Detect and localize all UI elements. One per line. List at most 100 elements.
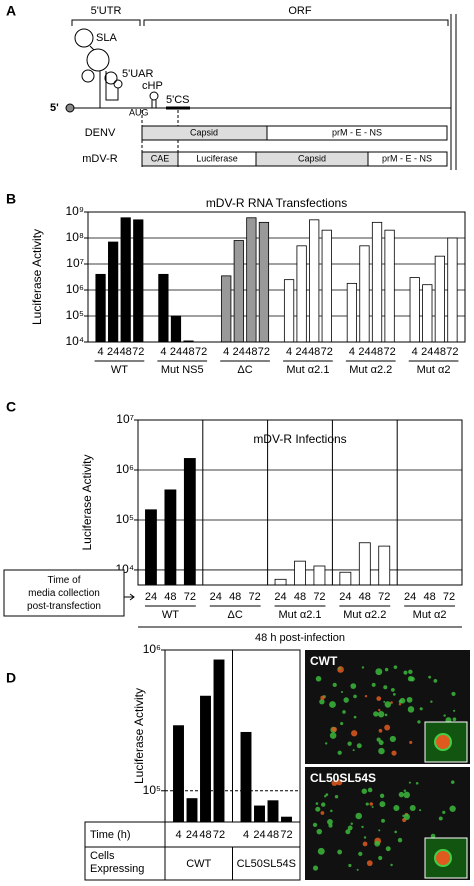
cell-signal [369, 802, 374, 806]
group-label: Mut α2.2 [343, 609, 386, 621]
cell-signal [430, 833, 436, 839]
bar [359, 245, 370, 343]
cell-signal [353, 715, 357, 719]
cell-signal [347, 825, 353, 831]
y-tick-label: 10⁵ [116, 512, 134, 526]
cell-signal [389, 735, 396, 743]
cell-signal [315, 806, 321, 812]
x-tick-label: 24 [358, 346, 370, 358]
x-tick-label: 48 [245, 346, 257, 358]
cell-signal [393, 804, 400, 812]
cell-signal [406, 696, 413, 703]
bar [183, 458, 196, 586]
cell-signal [323, 794, 327, 798]
cell-signal [320, 695, 325, 701]
group-label: ΔC [228, 609, 243, 621]
bar [378, 545, 391, 586]
cell-signal [392, 693, 396, 696]
x-tick-label: 48 [359, 591, 371, 603]
cell-signal [403, 791, 411, 799]
cell-signal [378, 728, 383, 733]
panel-label: D [6, 670, 16, 686]
bar [358, 542, 371, 586]
cs-label: 5'CS [166, 94, 190, 106]
bar [240, 731, 252, 823]
x-tick-label: 24 [186, 829, 198, 841]
bar [173, 725, 184, 823]
loop [74, 28, 94, 48]
x-tick-label: 24 [296, 346, 308, 358]
bar [339, 571, 352, 586]
bar [164, 489, 177, 586]
uar-label: 5'UAR [122, 68, 153, 80]
group-label: Mut α2.1 [286, 364, 329, 376]
cell-signal [351, 730, 358, 737]
cell-signal [393, 665, 398, 669]
cell-signal [329, 732, 337, 739]
cell-signal [384, 667, 389, 672]
cell-signal [345, 829, 351, 835]
bar [309, 219, 320, 343]
panel-label: C [6, 399, 16, 415]
x-tick-label: 4 [349, 346, 355, 358]
cell-signal [361, 788, 368, 794]
cell-signal [390, 863, 393, 867]
cell-signal [383, 685, 388, 690]
segment [367, 151, 448, 167]
y-axis-label: Luciferase Activity [30, 229, 44, 325]
row-label: mDV-R [82, 153, 118, 165]
cell-signal [366, 860, 373, 867]
bar [213, 659, 225, 823]
x-tick-label: 4 [412, 346, 418, 358]
bar [133, 219, 144, 343]
cell-signal [419, 707, 423, 711]
y-tick-label: 10⁵ [143, 783, 161, 797]
cell-signal [438, 816, 443, 821]
table [84, 821, 301, 881]
cell-signal [350, 683, 357, 689]
cell-signal [384, 701, 392, 708]
cell-signal [355, 812, 362, 820]
x-tick-label: 48 [267, 829, 279, 841]
x-tick-label: 4 [223, 346, 229, 358]
bar [321, 229, 332, 343]
bar [95, 273, 106, 343]
cell-signal [356, 743, 362, 749]
x-tick-label: 72 [258, 346, 270, 358]
x-tick-label: 24 [145, 591, 157, 603]
x-tick-label: 48 [371, 346, 383, 358]
y-tick-label: 10⁶ [116, 462, 134, 476]
cell-signal [408, 781, 411, 784]
cell-signal [428, 675, 432, 679]
bar [283, 279, 295, 343]
bar [346, 282, 358, 343]
loop [86, 48, 110, 72]
bar [384, 229, 395, 343]
cell-signal [352, 749, 355, 752]
cell-signal [343, 697, 349, 703]
cell-signal [319, 698, 325, 705]
x-tick-label: 24 [404, 591, 416, 603]
bar [296, 245, 307, 343]
cell-signal [337, 849, 343, 855]
bar [145, 509, 157, 586]
row-label: DENV [85, 127, 116, 139]
x-tick-label: 48 [294, 591, 306, 603]
x-tick-label: 24 [339, 591, 351, 603]
x-tick-label: 48 [434, 346, 446, 358]
cell-signal [331, 780, 338, 786]
cell-signal [430, 700, 433, 703]
cell-signal [378, 855, 383, 861]
row-label: Time (h) [90, 829, 131, 841]
bar [313, 565, 326, 586]
x-tick-label: 4 [175, 829, 181, 841]
x-tick-label: 48 [120, 346, 132, 358]
group-label: Mut NS5 [161, 364, 204, 376]
cell-signal [381, 818, 385, 823]
cell-signal [452, 717, 457, 722]
cell-signal [358, 851, 363, 857]
cell-signal [337, 666, 344, 673]
cell-signal [378, 740, 384, 746]
y-tick-label: 10⁵ [66, 308, 84, 322]
